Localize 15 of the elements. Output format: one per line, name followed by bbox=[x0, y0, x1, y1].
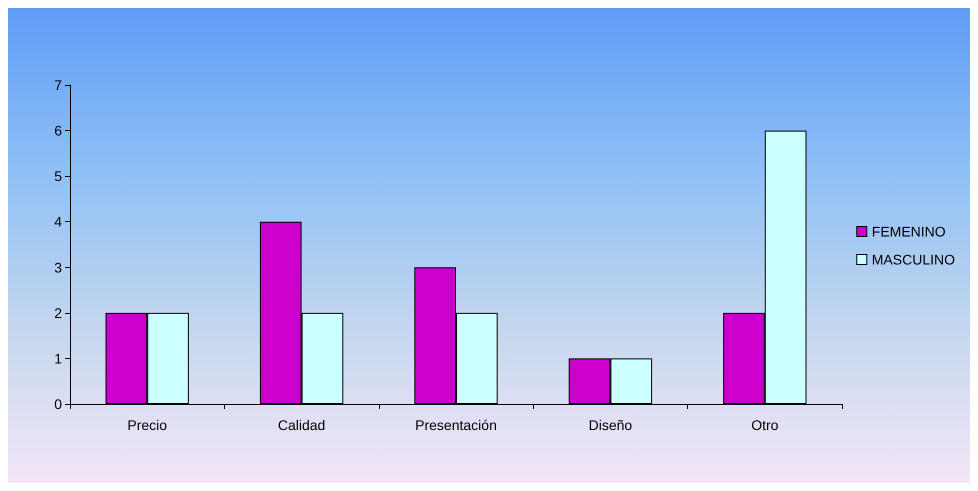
legend-label: FEMENINO bbox=[872, 224, 946, 240]
y-tick-label: 3 bbox=[54, 259, 62, 276]
y-tick-label: 5 bbox=[54, 168, 62, 184]
y-tick-label: 2 bbox=[54, 304, 62, 321]
y-tick-label: 0 bbox=[54, 396, 62, 412]
legend-label: MASCULINO bbox=[872, 252, 956, 268]
y-tick-label: 1 bbox=[54, 350, 62, 366]
x-tick-label: Otro bbox=[751, 417, 779, 433]
y-tick-label: 7 bbox=[54, 77, 62, 93]
x-tick-label: Precio bbox=[127, 417, 168, 433]
x-tick-label: Presentación bbox=[415, 417, 497, 433]
x-tick-label: Calidad bbox=[278, 417, 326, 433]
y-tick-label: 6 bbox=[54, 122, 62, 139]
y-tick-label: 4 bbox=[54, 214, 62, 230]
x-tick-label: Diseño bbox=[588, 417, 632, 433]
